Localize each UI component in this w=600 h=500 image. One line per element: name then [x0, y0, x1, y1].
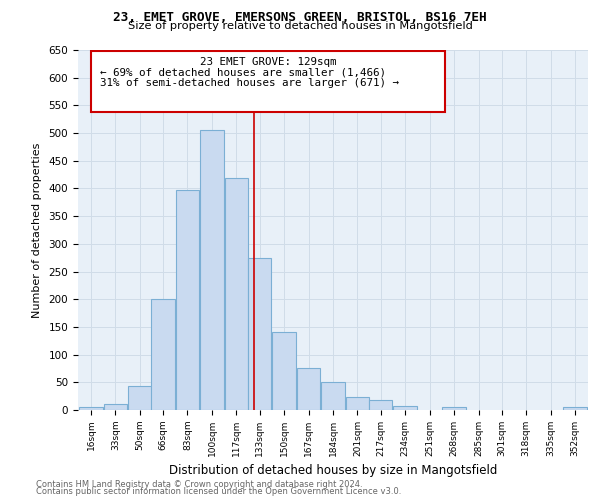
Bar	[346, 396, 370, 410]
Text: Contains public sector information licensed under the Open Government Licence v3: Contains public sector information licen…	[36, 487, 401, 496]
Bar	[442, 406, 466, 410]
Text: ← 69% of detached houses are smaller (1,466): ← 69% of detached houses are smaller (1,…	[100, 68, 386, 78]
Bar	[368, 400, 392, 410]
Bar	[393, 406, 417, 410]
Bar	[224, 178, 248, 410]
Bar	[128, 386, 152, 410]
Bar	[563, 407, 587, 410]
Bar	[321, 382, 345, 410]
Bar	[176, 190, 199, 410]
Text: 23, EMET GROVE, EMERSONS GREEN, BRISTOL, BS16 7EH: 23, EMET GROVE, EMERSONS GREEN, BRISTOL,…	[113, 11, 487, 24]
Bar	[151, 299, 175, 410]
Text: 31% of semi-detached houses are larger (671) →: 31% of semi-detached houses are larger (…	[100, 78, 398, 88]
FancyBboxPatch shape	[91, 51, 445, 112]
Text: Contains HM Land Registry data © Crown copyright and database right 2024.: Contains HM Land Registry data © Crown c…	[36, 480, 362, 489]
Bar	[296, 368, 320, 410]
Bar	[248, 258, 271, 410]
Bar	[104, 404, 127, 410]
Text: 23 EMET GROVE: 129sqm: 23 EMET GROVE: 129sqm	[200, 56, 337, 66]
Y-axis label: Number of detached properties: Number of detached properties	[32, 142, 41, 318]
Bar	[272, 332, 296, 410]
X-axis label: Distribution of detached houses by size in Mangotsfield: Distribution of detached houses by size …	[169, 464, 497, 477]
Text: Size of property relative to detached houses in Mangotsfield: Size of property relative to detached ho…	[128, 21, 472, 31]
Bar	[200, 130, 224, 410]
Bar	[79, 407, 103, 410]
